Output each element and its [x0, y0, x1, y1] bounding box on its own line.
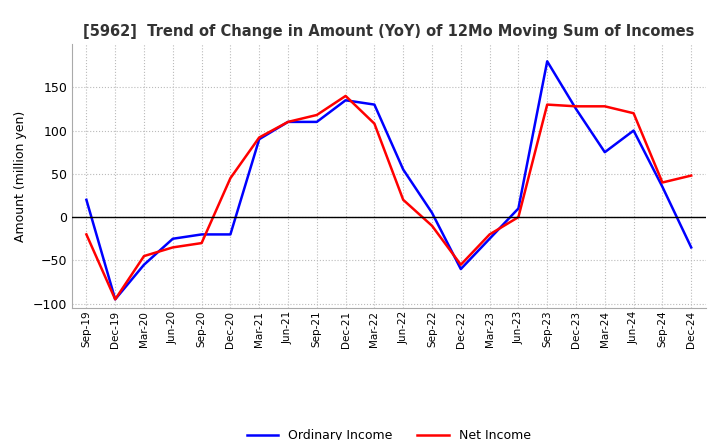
Ordinary Income — [456, 266, 465, 271]
Net Income — [82, 232, 91, 237]
Ordinary Income — [82, 197, 91, 202]
Net Income — [687, 173, 696, 178]
Ordinary Income — [485, 236, 494, 242]
Legend: Ordinary Income, Net Income: Ordinary Income, Net Income — [242, 424, 536, 440]
Ordinary Income — [255, 136, 264, 142]
Net Income — [514, 214, 523, 220]
Ordinary Income — [543, 59, 552, 64]
Ordinary Income — [658, 184, 667, 190]
Net Income — [456, 262, 465, 268]
Net Income — [399, 197, 408, 202]
Ordinary Income — [399, 167, 408, 172]
Line: Net Income: Net Income — [86, 96, 691, 299]
Net Income — [140, 253, 148, 259]
Net Income — [197, 240, 206, 246]
Ordinary Income — [312, 119, 321, 125]
Net Income — [284, 119, 292, 125]
Net Income — [226, 176, 235, 181]
Line: Ordinary Income: Ordinary Income — [86, 61, 691, 299]
Net Income — [111, 297, 120, 302]
Title: [5962]  Trend of Change in Amount (YoY) of 12Mo Moving Sum of Incomes: [5962] Trend of Change in Amount (YoY) o… — [83, 24, 695, 39]
Net Income — [370, 121, 379, 126]
Ordinary Income — [284, 119, 292, 125]
Net Income — [600, 104, 609, 109]
Net Income — [658, 180, 667, 185]
Net Income — [312, 112, 321, 117]
Ordinary Income — [140, 262, 148, 268]
Ordinary Income — [428, 210, 436, 216]
Ordinary Income — [226, 232, 235, 237]
Net Income — [255, 135, 264, 140]
Y-axis label: Amount (million yen): Amount (million yen) — [14, 110, 27, 242]
Ordinary Income — [629, 128, 638, 133]
Net Income — [341, 93, 350, 99]
Ordinary Income — [514, 206, 523, 211]
Net Income — [428, 223, 436, 228]
Net Income — [485, 232, 494, 237]
Net Income — [543, 102, 552, 107]
Net Income — [168, 245, 177, 250]
Ordinary Income — [370, 102, 379, 107]
Ordinary Income — [168, 236, 177, 242]
Ordinary Income — [687, 245, 696, 250]
Net Income — [629, 110, 638, 116]
Ordinary Income — [572, 106, 580, 112]
Ordinary Income — [111, 297, 120, 302]
Ordinary Income — [341, 98, 350, 103]
Ordinary Income — [600, 150, 609, 155]
Ordinary Income — [197, 232, 206, 237]
Net Income — [572, 104, 580, 109]
